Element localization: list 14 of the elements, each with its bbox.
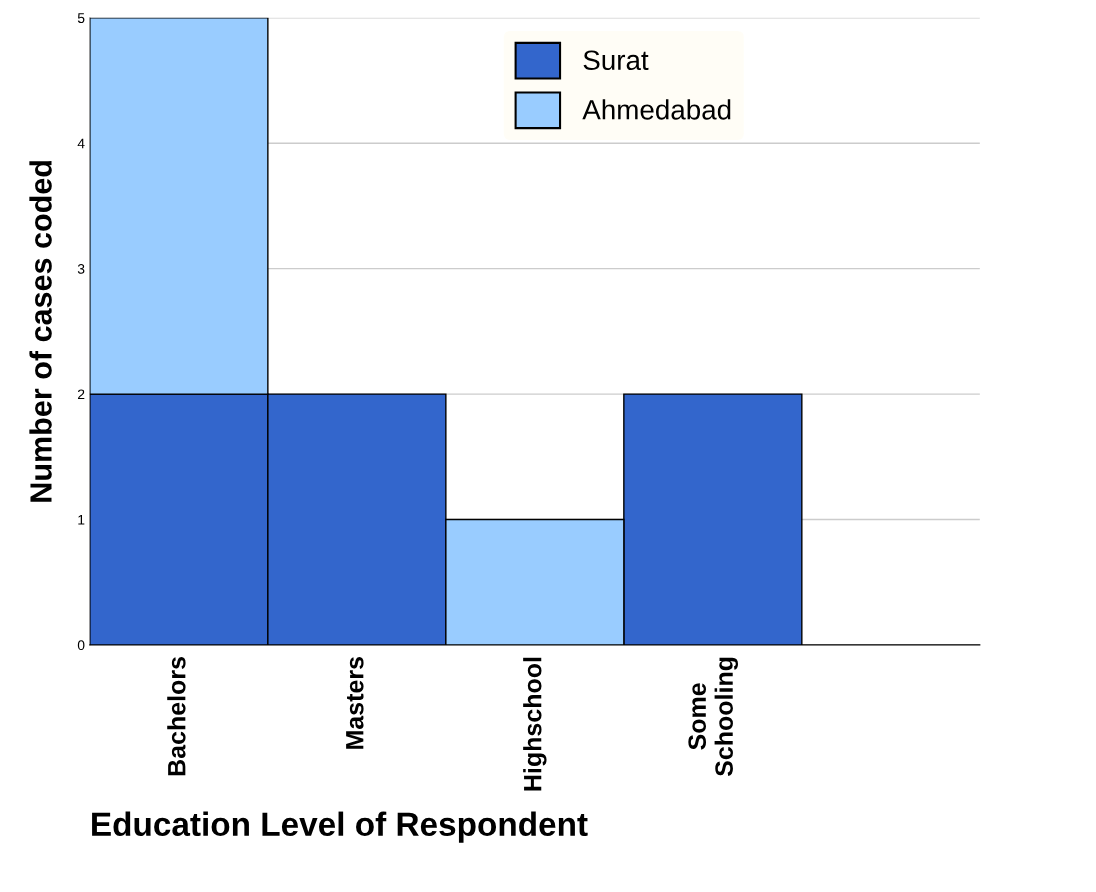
legend-label: Surat (583, 50, 649, 71)
x-tick-label: Highschool (523, 657, 547, 791)
y-tick-label: 3 (77, 264, 85, 274)
x-tick-label: Bachelors (167, 657, 186, 776)
legend-label: Ahmedabad (582, 99, 731, 120)
y-tick-label: 2 (77, 389, 85, 400)
y-tick-label: 1 (78, 514, 85, 525)
x-tick-label: Some Schooling (688, 657, 739, 777)
y-tick-label: 0 (77, 640, 85, 651)
x-axis-title: Education Level of Respondent (92, 811, 588, 843)
x-tick-label: Masters (346, 657, 364, 749)
y-tick-label: 5 (77, 13, 85, 24)
y-tick-label: 4 (77, 138, 85, 149)
y-axis-title: Number of cases coded (29, 161, 52, 502)
